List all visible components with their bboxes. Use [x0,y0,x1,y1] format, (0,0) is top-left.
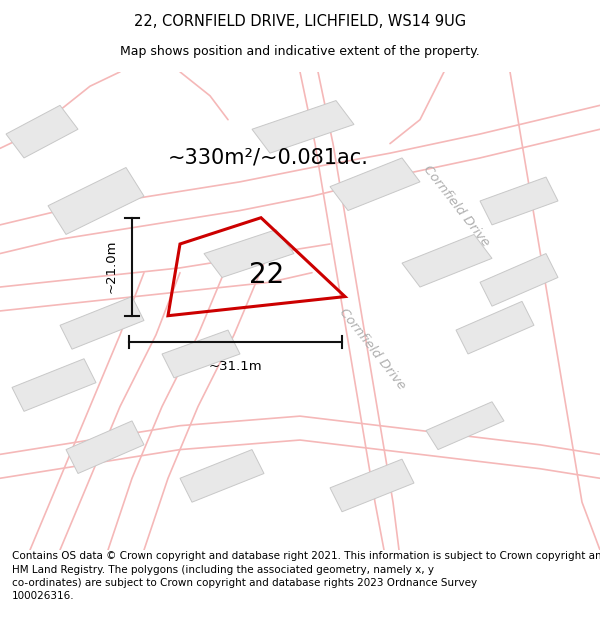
Polygon shape [60,297,144,349]
Polygon shape [180,449,264,503]
Text: Contains OS data © Crown copyright and database right 2021. This information is : Contains OS data © Crown copyright and d… [12,551,600,601]
Text: 22: 22 [250,261,284,289]
Polygon shape [330,459,414,512]
Text: ~31.1m: ~31.1m [209,360,262,373]
Polygon shape [162,330,240,378]
Polygon shape [12,359,96,411]
Polygon shape [66,421,144,474]
Text: 22, CORNFIELD DRIVE, LICHFIELD, WS14 9UG: 22, CORNFIELD DRIVE, LICHFIELD, WS14 9UG [134,14,466,29]
Text: Cornfield Drive: Cornfield Drive [421,162,491,249]
Polygon shape [204,229,294,278]
Polygon shape [456,301,534,354]
Polygon shape [480,177,558,225]
Polygon shape [252,101,354,153]
Polygon shape [426,402,504,449]
Text: ~21.0m: ~21.0m [104,240,118,294]
Polygon shape [6,106,78,158]
Polygon shape [480,254,558,306]
Polygon shape [402,234,492,287]
Text: Cornfield Drive: Cornfield Drive [337,306,407,392]
Polygon shape [48,168,144,234]
Text: ~330m²/~0.081ac.: ~330m²/~0.081ac. [168,148,369,168]
Text: Map shows position and indicative extent of the property.: Map shows position and indicative extent… [120,44,480,58]
Polygon shape [330,158,420,211]
